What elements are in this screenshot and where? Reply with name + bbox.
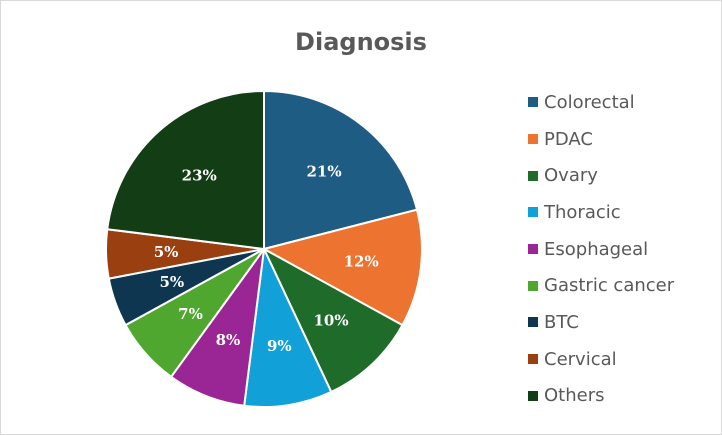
legend-swatch xyxy=(528,354,538,365)
legend-swatch xyxy=(528,207,538,218)
legend-swatch xyxy=(528,244,538,255)
legend-swatch xyxy=(528,170,538,181)
data-label-esophageal: 8% xyxy=(216,331,241,349)
legend-label: BTC xyxy=(544,311,579,333)
legend-swatch xyxy=(528,134,538,145)
data-label-btc: 5% xyxy=(159,273,184,291)
legend-item: Gastric cancer xyxy=(528,267,718,304)
legend-label: Ovary xyxy=(544,165,598,187)
legend-label: Others xyxy=(544,385,605,407)
data-label-gastric-cancer: 7% xyxy=(178,305,203,323)
chart-legend: Colorectal PDAC Ovary Thoracic Esophageal Gas… xyxy=(528,84,718,414)
legend-label: PDAC xyxy=(544,128,593,150)
data-label-others: 23% xyxy=(182,167,217,185)
legend-label: Cervical xyxy=(544,348,617,370)
data-label-colorectal: 21% xyxy=(306,163,341,181)
pie-slice-thoracic xyxy=(243,245,333,408)
legend-item: Colorectal xyxy=(528,84,718,121)
data-label-ovary: 10% xyxy=(313,311,348,329)
legend-label: Colorectal xyxy=(544,91,635,113)
legend-label: Thoracic xyxy=(544,201,621,223)
legend-item: Thoracic xyxy=(528,194,718,231)
legend-item: Cervical xyxy=(528,341,718,378)
legend-item: BTC xyxy=(528,304,718,341)
data-label-thoracic: 9% xyxy=(267,337,292,355)
pie-slice-colorectal xyxy=(263,89,419,251)
legend-swatch xyxy=(528,390,538,401)
legend-item: PDAC xyxy=(528,121,718,158)
pie-slice-others xyxy=(106,89,265,251)
legend-item: Esophageal xyxy=(528,231,718,268)
legend-swatch xyxy=(528,97,538,108)
legend-label: Esophageal xyxy=(544,238,649,260)
pie-slice-pdac xyxy=(261,208,423,327)
legend-item: Others xyxy=(528,378,718,415)
pie-slice-ovary xyxy=(261,246,404,394)
data-label-cervical: 5% xyxy=(154,243,179,261)
chart-title: Diagnosis xyxy=(295,28,427,56)
legend-label: Gastric cancer xyxy=(544,275,675,297)
legend-swatch xyxy=(528,280,538,291)
legend-item: Ovary xyxy=(528,157,718,194)
data-label-pdac: 12% xyxy=(344,252,379,270)
legend-swatch xyxy=(528,317,538,328)
